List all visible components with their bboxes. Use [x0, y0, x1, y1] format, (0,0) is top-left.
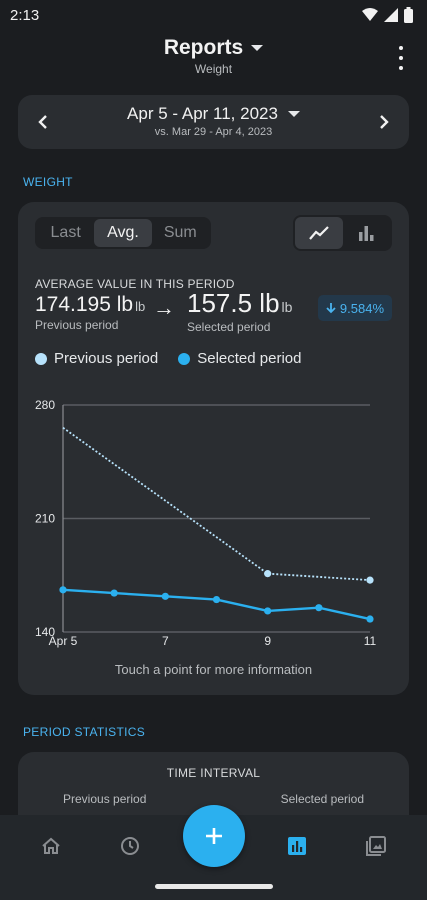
add-entry-button[interactable] — [183, 805, 245, 867]
selected-value-block: 157.5 lb lb Selected period — [187, 288, 292, 334]
plus-icon — [206, 828, 222, 844]
nav-gallery[interactable] — [361, 833, 391, 859]
signal-icon — [384, 8, 398, 22]
weight-card: Last Avg. Sum AVERAGE VALUE IN THIS PERI… — [18, 202, 409, 695]
battery-icon — [404, 7, 413, 23]
legend-label-previous: Previous period — [54, 350, 159, 367]
gallery-icon — [366, 836, 386, 856]
previous-period-button[interactable] — [30, 109, 56, 135]
status-icons — [362, 7, 413, 23]
legend-label-selected: Selected period — [197, 350, 302, 367]
gesture-bar — [155, 884, 273, 889]
date-range-text: Apr 5 - Apr 11, 2023 — [127, 104, 278, 123]
y-tick-label: 210 — [35, 512, 55, 526]
tab-sum[interactable]: Sum — [163, 224, 197, 241]
data-point-previous — [264, 570, 272, 578]
clock-icon — [121, 837, 139, 855]
series-line-previous — [62, 426, 371, 582]
data-point-selected — [212, 595, 221, 604]
chevron-right-icon — [380, 115, 389, 129]
page-title: Reports — [163, 36, 244, 59]
nav-reports[interactable] — [282, 833, 312, 859]
series-line-selected — [62, 588, 371, 621]
chart-legend: Previous period Selected period — [35, 350, 301, 367]
x-tick-label: Apr 5 — [49, 634, 78, 648]
comparison-range-text: vs. Mar 29 - Apr 4, 2023 — [154, 126, 273, 138]
chevron-down-icon — [287, 111, 300, 117]
section-period-statistics: PERIOD STATISTICS — [23, 725, 146, 739]
legend-dot-selected — [178, 352, 191, 365]
arrow-right-icon: → — [153, 295, 175, 320]
bar-chart-icon — [359, 226, 374, 241]
delta-value: 9.584% — [339, 300, 384, 316]
data-point-selected — [264, 607, 272, 615]
previous-caption: Previous period — [35, 318, 119, 332]
wifi-icon — [362, 8, 378, 21]
line-chart-icon — [308, 226, 329, 240]
home-icon — [42, 837, 60, 854]
nav-history[interactable] — [115, 833, 145, 859]
arrow-down-icon — [326, 303, 336, 314]
stats-previous-label: Previous period — [63, 792, 147, 806]
tab-avg[interactable]: Avg. — [94, 219, 152, 247]
page-subtitle: Weight — [194, 62, 233, 76]
x-tick-label: 9 — [264, 634, 271, 648]
time-interval-header: TIME INTERVAL — [166, 766, 261, 780]
delta-badge: 9.584% — [317, 295, 392, 321]
data-point-selected — [59, 586, 67, 594]
status-time: 2:13 — [10, 6, 40, 24]
summary-label: AVERAGE VALUE IN THIS PERIOD — [35, 277, 235, 291]
chart-type-toggle — [293, 215, 392, 251]
reports-icon — [288, 837, 306, 855]
data-point-selected — [366, 615, 374, 623]
data-point-selected — [315, 604, 323, 612]
next-period-button[interactable] — [371, 109, 397, 135]
chevron-left-icon — [38, 115, 47, 129]
legend-item-previous: Previous period — [35, 350, 158, 367]
legend-item-selected: Selected period — [178, 350, 301, 367]
previous-unit: lb — [135, 299, 146, 314]
date-range-card: Apr 5 - Apr 11, 2023 vs. Mar 29 - Apr 4,… — [18, 95, 409, 149]
y-tick-label: 140 — [35, 625, 55, 639]
section-weight: WEIGHT — [23, 175, 73, 189]
more-options-icon[interactable] — [391, 46, 411, 70]
previous-value-block: 174.195 lb lb Previous period — [35, 293, 145, 332]
x-tick-label: 7 — [162, 634, 169, 648]
data-point-selected — [110, 589, 118, 597]
selected-value: 157.5 lb — [187, 288, 280, 318]
nav-home[interactable] — [36, 833, 66, 859]
stats-selected-label: Selected period — [280, 792, 364, 806]
app-bar: Reports Weight — [0, 36, 427, 86]
legend-dot-previous — [35, 352, 47, 365]
data-point-selected — [161, 592, 169, 600]
aggregation-tabs: Last Avg. Sum — [35, 217, 211, 249]
bar-chart-button[interactable] — [343, 217, 391, 249]
tab-last[interactable]: Last — [50, 224, 81, 241]
y-tick-label: 280 — [35, 398, 55, 412]
selected-caption: Selected period — [187, 320, 271, 334]
x-tick-label: 11 — [364, 634, 377, 648]
selected-unit: lb — [281, 299, 293, 315]
status-bar: 2:13 — [0, 0, 427, 30]
chart-hint: Touch a point for more information — [114, 662, 313, 677]
chevron-down-icon — [251, 45, 264, 51]
previous-value: 174.195 lb — [35, 293, 134, 316]
data-point-previous — [366, 576, 374, 584]
report-selector[interactable]: Reports Weight — [0, 36, 427, 76]
line-chart-button[interactable] — [295, 217, 343, 249]
date-range-selector[interactable]: Apr 5 - Apr 11, 2023 vs. Mar 29 - Apr 4,… — [18, 104, 409, 138]
